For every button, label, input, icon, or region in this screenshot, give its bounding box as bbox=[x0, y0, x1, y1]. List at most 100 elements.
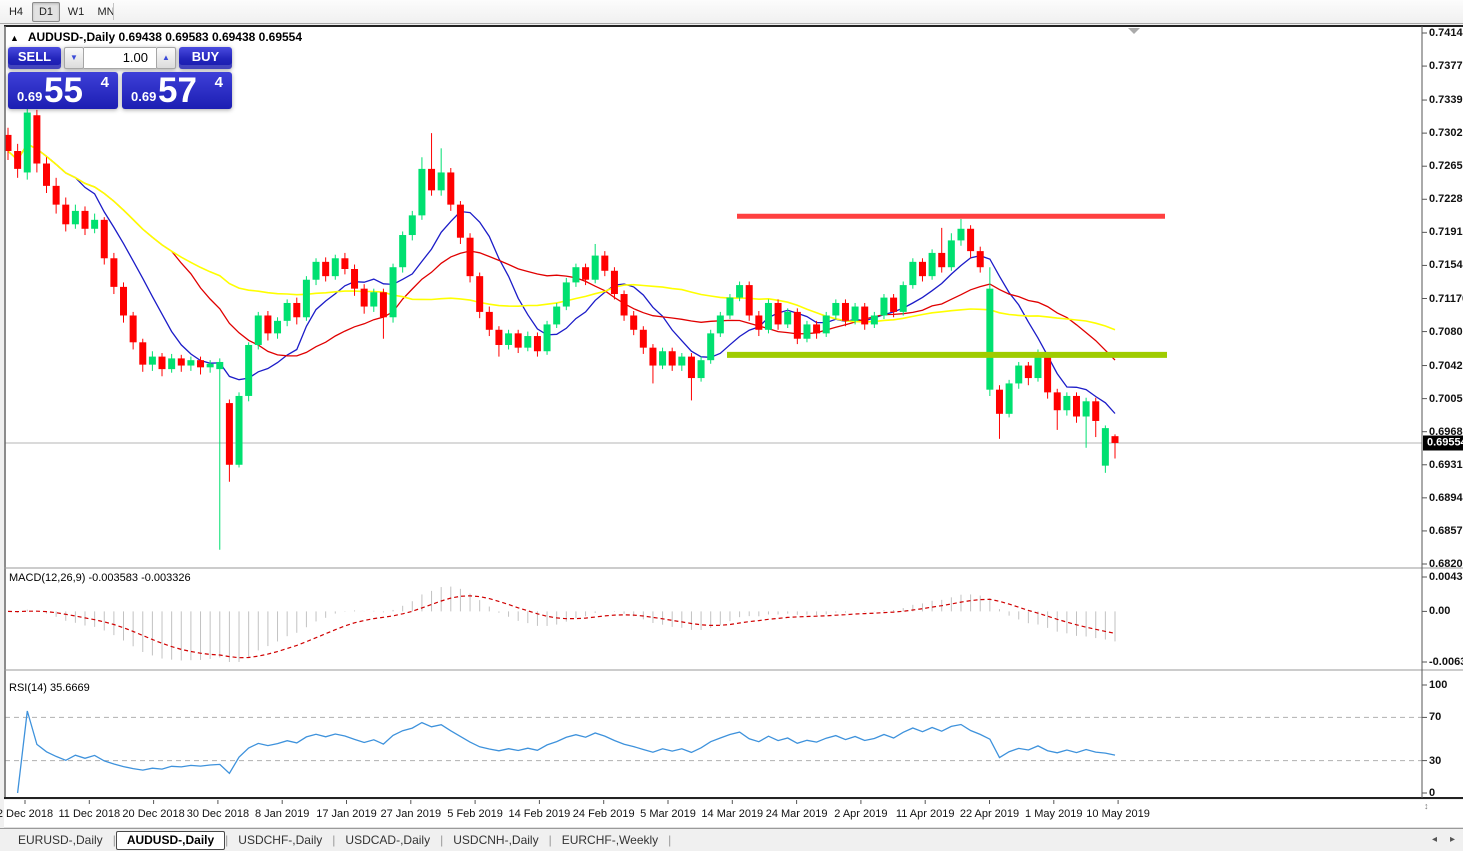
ma-fast-line bbox=[7, 143, 1116, 414]
candle-body bbox=[206, 363, 214, 368]
sell-price-prefix: 0.69 bbox=[17, 89, 43, 104]
candle-body bbox=[745, 285, 753, 316]
candle-body bbox=[909, 261, 917, 286]
candle-body bbox=[736, 285, 744, 298]
date-axis-label: 11 Apr 2019 bbox=[895, 808, 955, 820]
candle-body bbox=[1082, 401, 1090, 417]
candle-body bbox=[890, 297, 898, 312]
tab-scroll-left-icon[interactable]: ◂ bbox=[1431, 834, 1437, 845]
macd-axis-label: -0.006373 bbox=[1429, 656, 1463, 668]
ma-mid-line bbox=[7, 143, 1116, 361]
candle-body bbox=[572, 267, 580, 283]
date-axis-label: 14 Mar 2019 bbox=[701, 808, 764, 820]
candle-body bbox=[1053, 392, 1061, 411]
timeframe-button-h4[interactable]: H4 bbox=[8, 6, 24, 18]
candle-body bbox=[967, 228, 975, 252]
candle-body bbox=[870, 315, 878, 325]
candle-body bbox=[447, 172, 455, 205]
timeframe-button-mn[interactable]: MN bbox=[97, 6, 115, 18]
symbol-tab-eurchfweekly[interactable]: EURCHF-,Weekly bbox=[561, 832, 659, 847]
date-axis-label: 14 Feb 2019 bbox=[508, 808, 571, 820]
buy-price-box[interactable]: 0.69 57 4 bbox=[122, 71, 232, 110]
candle-body bbox=[630, 315, 638, 330]
candle-body bbox=[71, 210, 79, 225]
candle-body bbox=[283, 302, 291, 321]
symbol-tab-eurusddaily[interactable]: EURUSD-,Daily bbox=[18, 832, 103, 847]
symbol-tab-audusddaily[interactable]: AUDUSD-,Daily bbox=[115, 830, 226, 850]
macd-axis-label: 0.004331 bbox=[1429, 571, 1463, 583]
candle-body bbox=[177, 358, 185, 366]
tab-separator: | bbox=[668, 833, 672, 847]
symbol-tab-usdcaddaily[interactable]: USDCAD-,Daily bbox=[345, 832, 431, 847]
candle-body bbox=[264, 315, 272, 334]
timeframe-button-d1[interactable]: D1 bbox=[32, 2, 60, 22]
candle-body bbox=[774, 302, 782, 325]
candle-body bbox=[1015, 365, 1023, 384]
macd-axis-label: 0.00 bbox=[1429, 605, 1451, 618]
candle-body bbox=[678, 356, 686, 366]
buy-button[interactable]: BUY bbox=[179, 47, 232, 69]
sell-price-pip: 4 bbox=[100, 74, 109, 91]
candle-body bbox=[764, 302, 772, 330]
tab-scroll-right-icon[interactable]: ▸ bbox=[1449, 834, 1455, 845]
candle-body bbox=[379, 292, 387, 318]
candle-body bbox=[928, 252, 936, 277]
symbol-tab-usdchfdaily[interactable]: USDCHF-,Daily bbox=[238, 832, 323, 847]
toolbar-divider bbox=[113, 3, 114, 20]
candle-body bbox=[254, 315, 262, 345]
candle-body bbox=[1072, 395, 1080, 417]
candle-body bbox=[1044, 356, 1052, 393]
rsi-line bbox=[16, 710, 1116, 794]
candle-body bbox=[418, 168, 426, 216]
candle-body bbox=[23, 112, 31, 173]
sell-button[interactable]: SELL bbox=[8, 47, 61, 69]
candle-body bbox=[620, 294, 628, 316]
candle-body bbox=[861, 306, 869, 325]
date-axis-label: 22 Apr 2019 bbox=[959, 808, 1020, 820]
chart-window-bg bbox=[4, 26, 1463, 798]
candle-body bbox=[813, 324, 821, 334]
tab-separator: | bbox=[225, 833, 229, 847]
candle-body bbox=[293, 302, 301, 318]
candle-body bbox=[601, 255, 609, 271]
sell-price-main: 55 bbox=[44, 71, 83, 110]
candle-body bbox=[947, 240, 955, 268]
date-axis-bg bbox=[4, 800, 1463, 828]
candle-body bbox=[148, 356, 156, 365]
candle-body bbox=[456, 204, 464, 238]
volume-increase-button[interactable]: ▲ bbox=[156, 47, 176, 69]
symbol-tab-usdcnhdaily[interactable]: USDCNH-,Daily bbox=[453, 832, 539, 847]
chart-title: ▲ AUDUSD-,Daily 0.69438 0.69583 0.69438 … bbox=[10, 30, 302, 44]
rsi-label: RSI(14) 35.6669 bbox=[9, 682, 90, 694]
candle-body bbox=[649, 347, 657, 366]
volume-decrease-button[interactable]: ▼ bbox=[64, 47, 84, 69]
candle-body bbox=[832, 302, 840, 316]
candle-body bbox=[533, 336, 541, 352]
candle-body bbox=[1092, 401, 1100, 421]
date-axis-label: 5 Feb 2019 bbox=[447, 808, 503, 820]
candle-body bbox=[591, 255, 599, 280]
rsi-axis-label: 70 bbox=[1429, 711, 1442, 724]
timeframe-button-w1[interactable]: W1 bbox=[67, 6, 85, 18]
date-axis-label: 27 Jan 2019 bbox=[380, 808, 442, 820]
volume-input[interactable]: 1.00 bbox=[84, 47, 156, 69]
chart-shift-marker-icon[interactable] bbox=[1128, 28, 1140, 34]
sell-price-box[interactable]: 0.69 55 4 bbox=[8, 71, 118, 110]
date-axis-label: 11 Dec 2018 bbox=[58, 808, 121, 820]
price-scale-icon[interactable]: ↕ bbox=[1424, 801, 1429, 811]
candle-body bbox=[1101, 428, 1109, 466]
candle-body bbox=[129, 315, 137, 343]
macd-label: MACD(12,26,9) -0.003583 -0.003326 bbox=[9, 572, 191, 584]
date-axis-label: 2 Apr 2019 bbox=[834, 808, 888, 820]
candle-body bbox=[322, 261, 330, 277]
collapse-triangle-icon[interactable]: ▲ bbox=[10, 33, 19, 43]
candle-body bbox=[408, 215, 416, 236]
date-axis-label: 2 Dec 2018 bbox=[0, 808, 54, 820]
